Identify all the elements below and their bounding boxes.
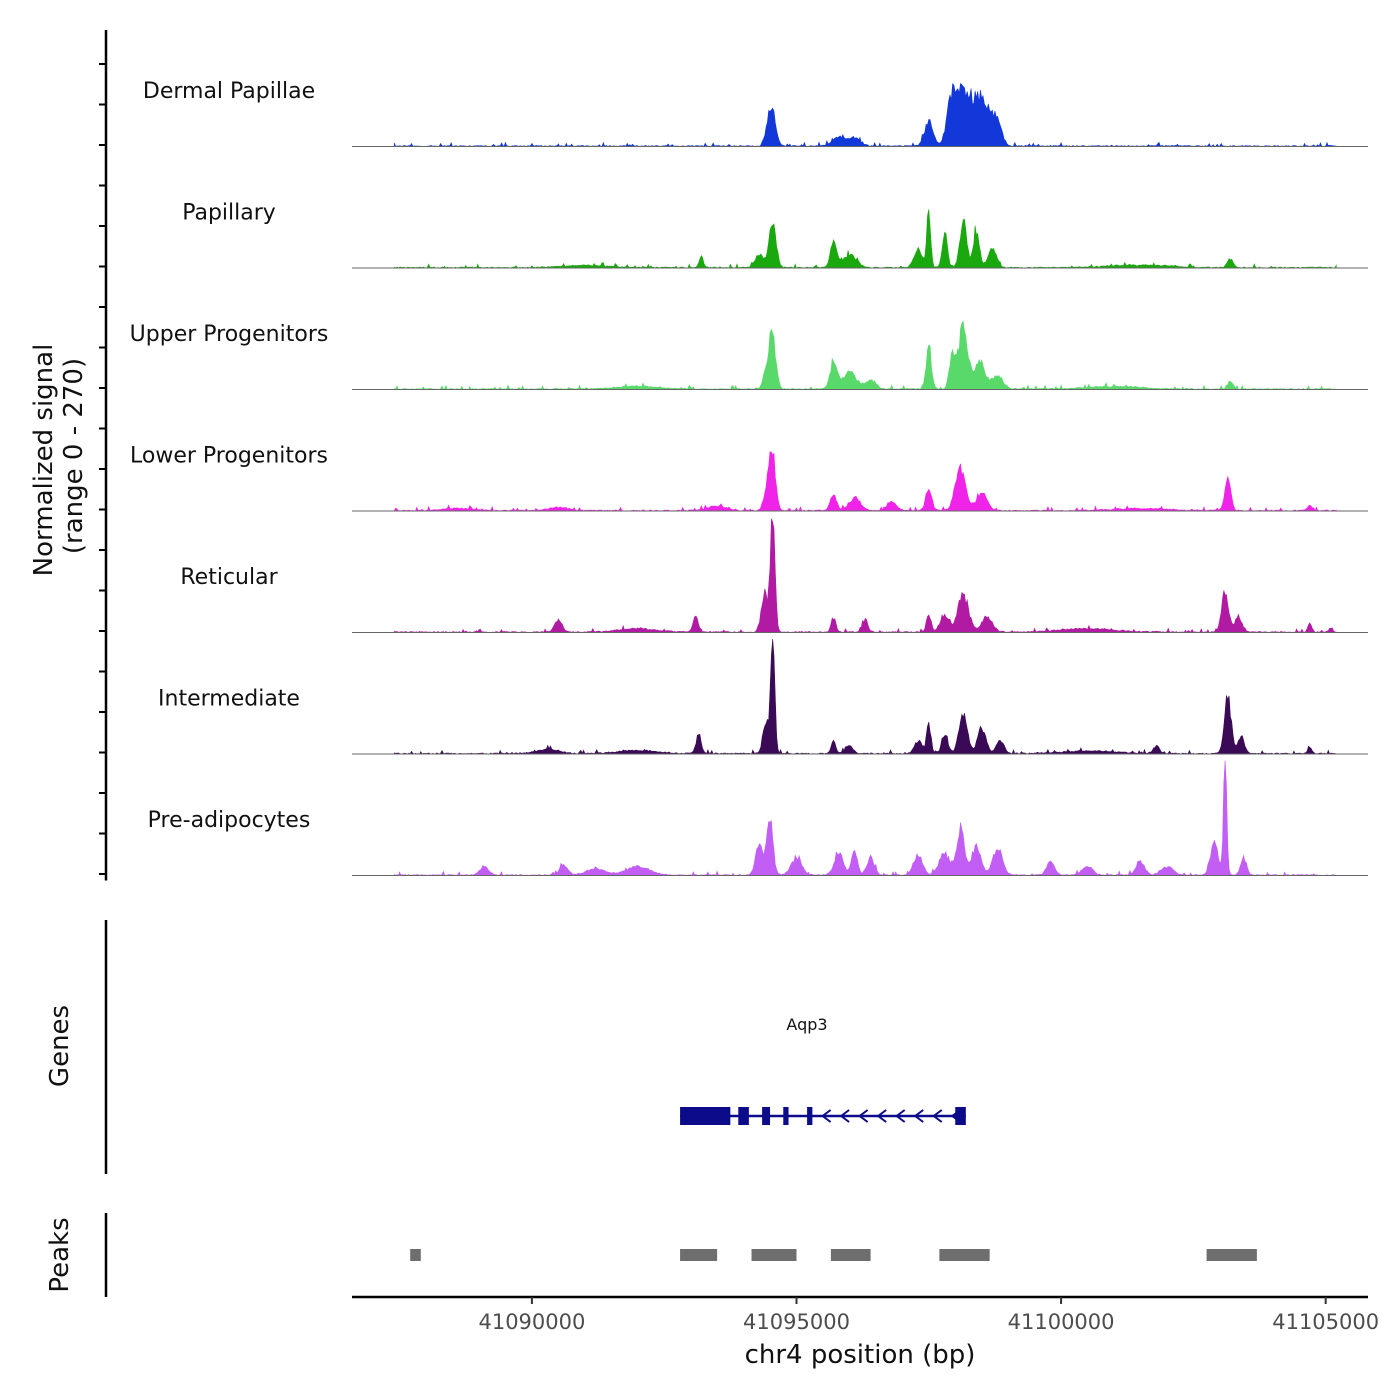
track-label: Lower Progenitors: [130, 444, 328, 469]
gene-exon: [762, 1107, 771, 1125]
peak-region: [1206, 1249, 1257, 1261]
strand-arrow: [932, 1109, 943, 1123]
track-intermediate: Intermediate: [158, 638, 1368, 755]
track-label: Intermediate: [158, 687, 300, 712]
signal-tracks: Dermal Papillae Papillary Upper Progenitor…: [130, 79, 1368, 877]
track-label: Upper Progenitors: [130, 322, 329, 347]
signal-area: [394, 209, 1337, 269]
track-papillary: Papillary: [182, 201, 1368, 269]
x-axis: 41090000 41095000 41100000 41105000: [99, 30, 1379, 1334]
gene-exon: [738, 1107, 749, 1125]
peaks-track: [104, 1213, 1257, 1297]
track-label: Reticular: [180, 565, 278, 590]
x-axis-title: chr4 position (bp): [745, 1340, 976, 1370]
peak-region: [751, 1249, 797, 1261]
peak-region: [830, 1249, 871, 1261]
strand-arrow: [913, 1109, 924, 1123]
y-axis-label-line2: (range 0 - 270): [59, 358, 89, 554]
peak-region: [680, 1249, 718, 1261]
signal-area: [394, 83, 1337, 147]
genes-label: Genes: [45, 1005, 75, 1087]
track-dermal-papillae: Dermal Papillae: [143, 79, 1368, 147]
track-pre-adipocytes: Pre-adipocytes: [148, 760, 1368, 877]
peak-region: [939, 1249, 990, 1261]
strand-arrow: [895, 1109, 906, 1123]
peaks-label: Peaks: [45, 1217, 75, 1292]
strand-arrow: [876, 1109, 887, 1123]
signal-area: [394, 638, 1337, 755]
track-label: Pre-adipocytes: [148, 808, 311, 833]
x-tick-label: 41100000: [1008, 1310, 1115, 1334]
signal-area: [394, 518, 1337, 633]
track-label: Papillary: [182, 201, 276, 226]
gene-exon: [680, 1107, 731, 1125]
peak-region: [410, 1249, 421, 1261]
x-tick-label: 41105000: [1272, 1310, 1379, 1334]
x-tick-label: 41090000: [478, 1310, 585, 1334]
track-upper-progenitors: Upper Progenitors: [130, 320, 1368, 391]
gene-exon: [783, 1107, 789, 1125]
y-axis-label-line1: Normalized signal: [29, 344, 59, 577]
signal-area: [394, 451, 1337, 512]
track-reticular: Reticular: [180, 518, 1368, 633]
track-lower-progenitors: Lower Progenitors: [130, 444, 1368, 512]
track-label: Dermal Papillae: [143, 79, 315, 104]
signal-area: [394, 760, 1337, 877]
signal-area: [394, 320, 1337, 391]
strand-arrow: [857, 1109, 869, 1123]
strand-arrow: [839, 1109, 850, 1123]
gene-exon: [955, 1107, 966, 1125]
gene-exon: [807, 1107, 813, 1125]
gene-track: [104, 920, 966, 1174]
strand-arrow: [820, 1109, 832, 1123]
x-tick-label: 41095000: [743, 1310, 850, 1334]
gene-name-label: Aqp3: [786, 1015, 827, 1034]
